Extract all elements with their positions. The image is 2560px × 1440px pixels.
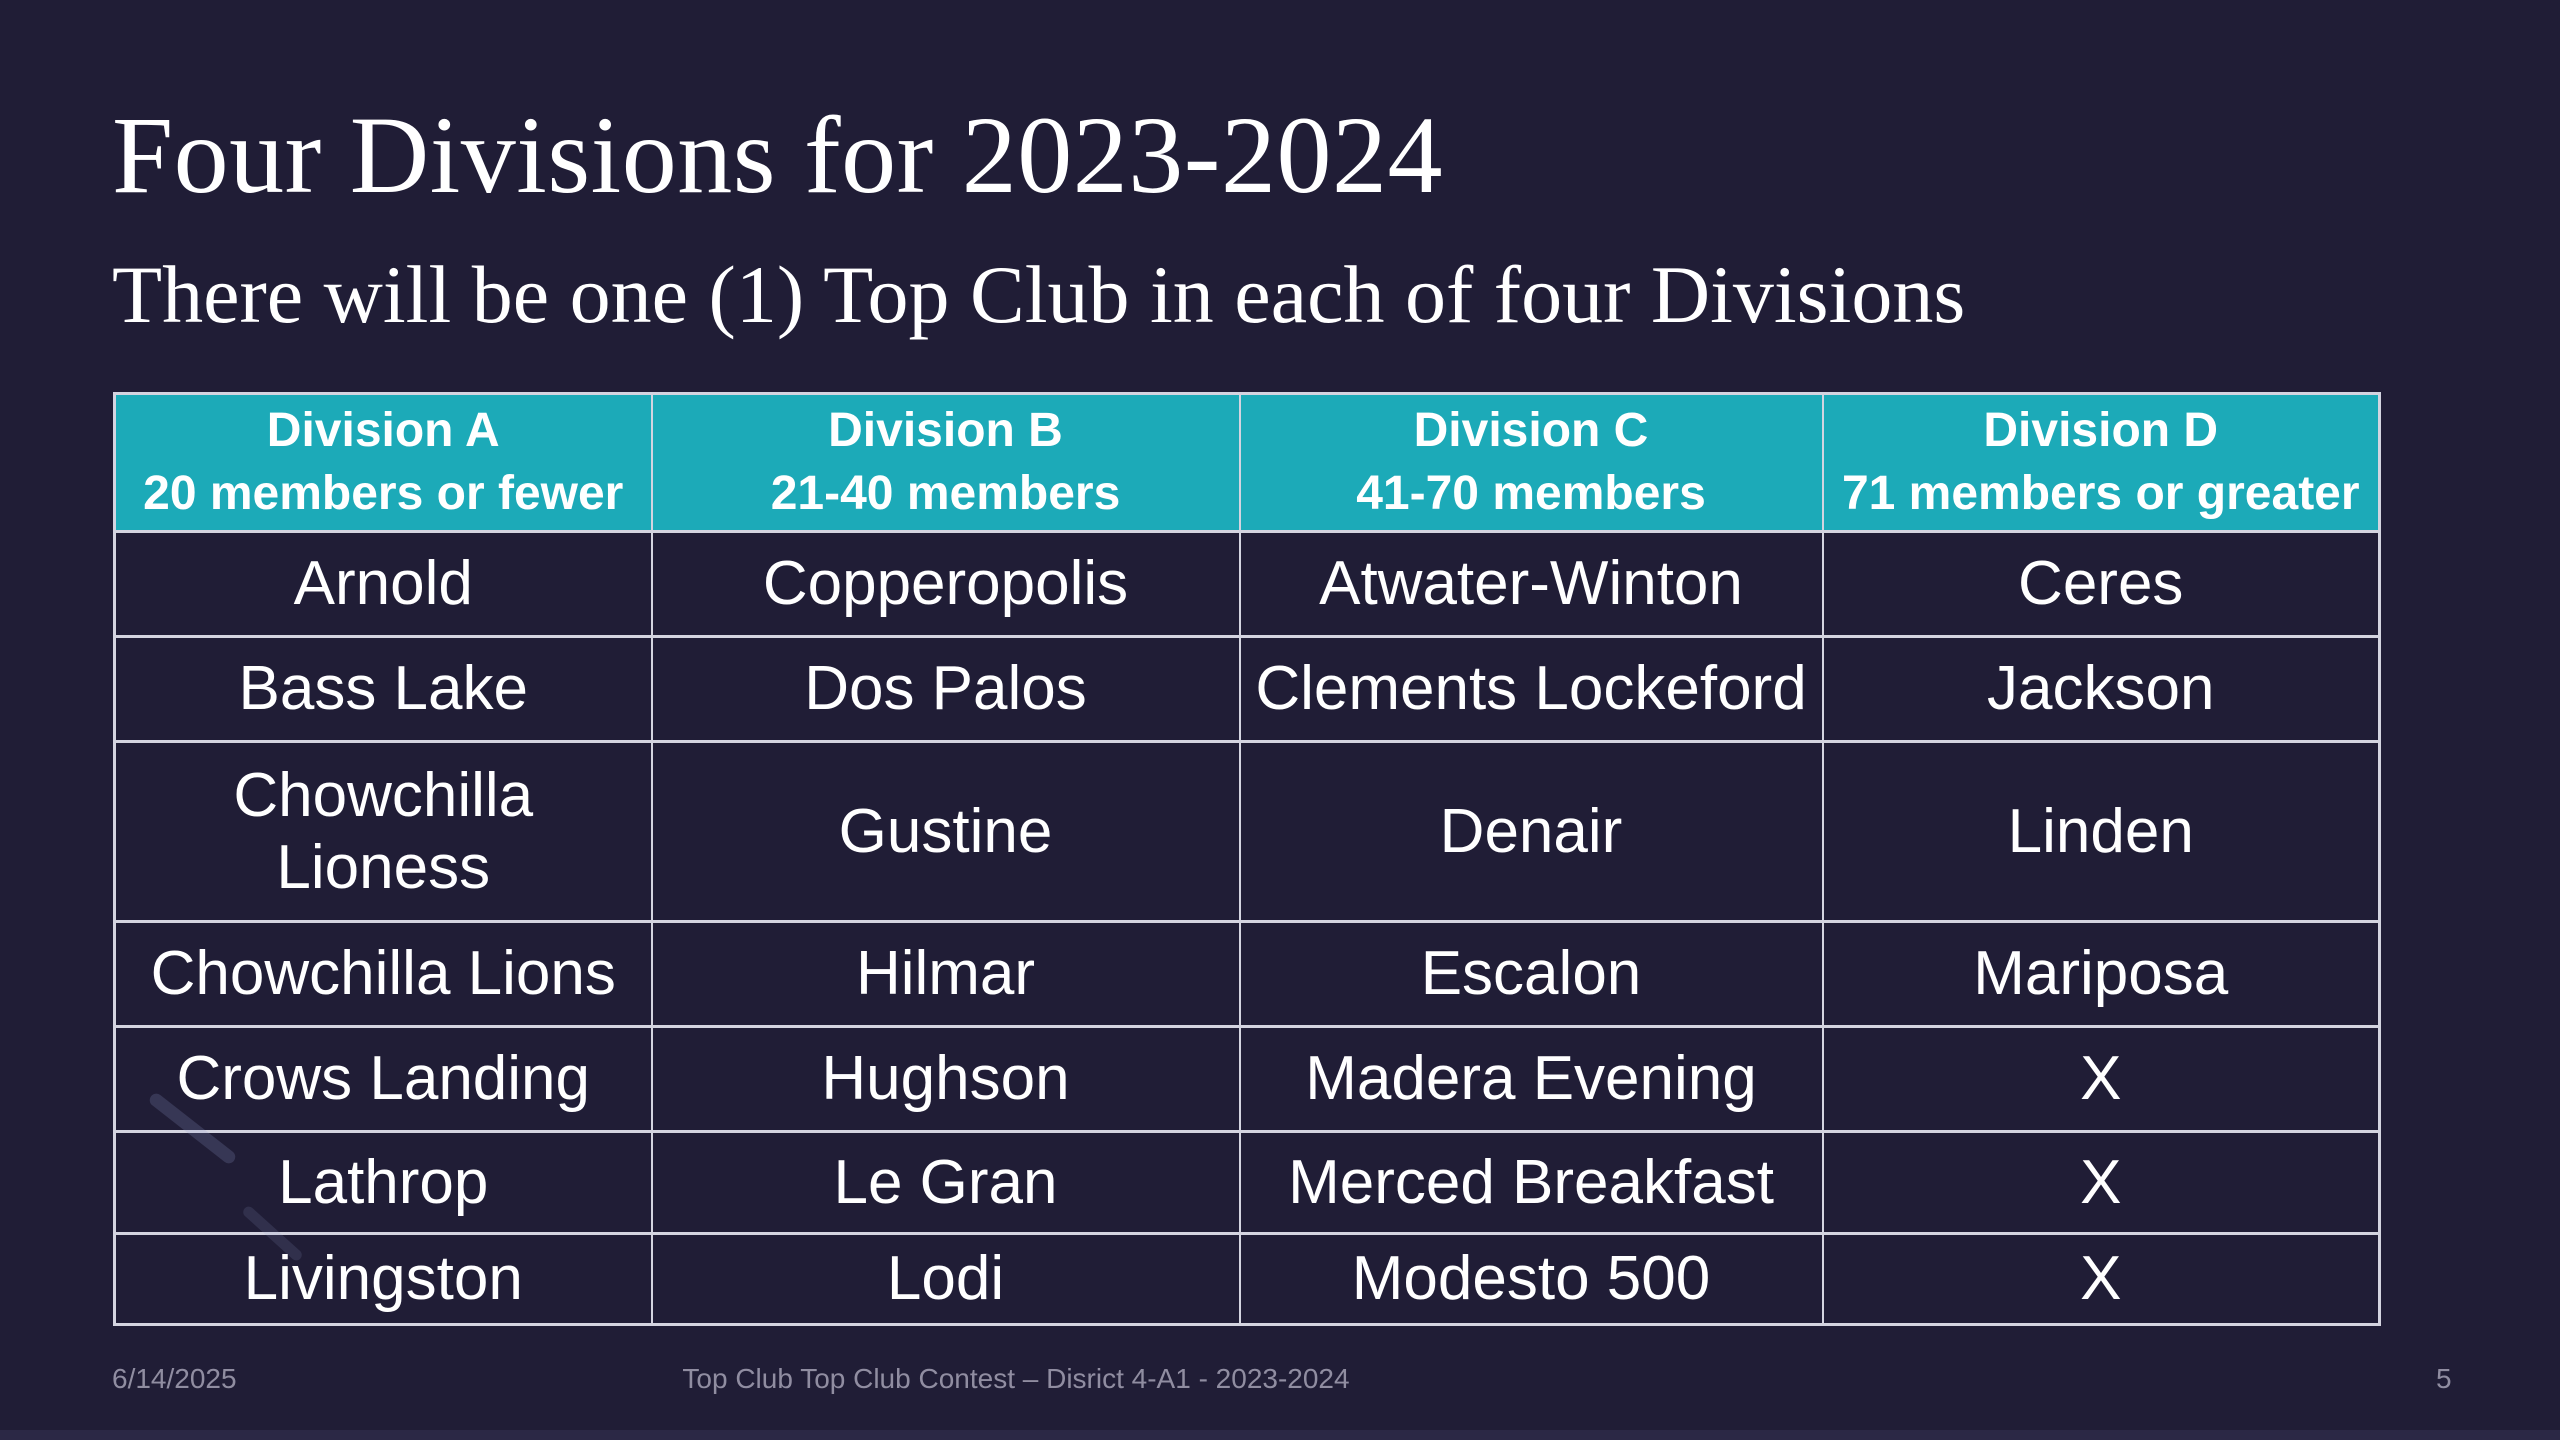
table-row: Chowchilla Lions Hilmar Escalon Mariposa [113, 920, 2381, 1028]
division-name: Division C [1413, 404, 1649, 458]
table-row: Lathrop Le Gran Merced Breakfast X [113, 1130, 2381, 1235]
club-cell: Ceres [1821, 530, 2381, 638]
division-header-d: Division D 71 members or greater [1821, 392, 2381, 533]
club-cell: Hilmar [650, 920, 1241, 1028]
division-member-range: 21-40 members [770, 466, 1121, 520]
club-cell: Linden [1821, 740, 2381, 923]
club-cell: Clements Lockeford [1238, 635, 1824, 743]
divisions-table: Division A 20 members or fewer Division B 2… [113, 392, 2381, 1326]
club-cell: Dos Palos [650, 635, 1241, 743]
club-cell: Chowchilla Lions [113, 920, 653, 1028]
division-name: Division A [266, 404, 500, 458]
table-header-row: Division A 20 members or fewer Division B 2… [113, 392, 2381, 533]
club-cell: Gustine [650, 740, 1241, 923]
table-row: Livingston Lodi Modesto 500 X [113, 1232, 2381, 1326]
club-cell: Chowchilla Lioness [113, 740, 653, 923]
club-cell: Bass Lake [113, 635, 653, 743]
division-member-range: 20 members or fewer [143, 466, 624, 520]
club-cell: Mariposa [1821, 920, 2381, 1028]
club-cell: Arnold [113, 530, 653, 638]
bottom-strip [0, 1430, 2560, 1440]
club-cell: X [1821, 1232, 2381, 1326]
club-cell: Hughson [650, 1025, 1241, 1133]
footer-date: 6/14/2025 [112, 1363, 237, 1394]
division-name: Division D [1983, 404, 2219, 458]
slide-subtitle: There will be one (1) Top Club in each o… [112, 249, 1966, 340]
division-header-c: Division C 41-70 members [1238, 392, 1824, 533]
division-name: Division B [828, 404, 1063, 458]
club-cell: X [1821, 1130, 2381, 1235]
club-cell: Lathrop [113, 1130, 653, 1235]
division-header-b: Division B 21-40 members [650, 392, 1241, 533]
club-cell: Modesto 500 [1238, 1232, 1824, 1326]
club-cell: Merced Breakfast [1238, 1130, 1824, 1235]
table-body: Arnold Copperopolis Atwater-Winton Ceres Bas… [113, 530, 2381, 1326]
table-row: Crows Landing Hughson Madera Evening X [113, 1025, 2381, 1133]
division-header-a: Division A 20 members or fewer [113, 392, 653, 533]
club-cell: Livingston [113, 1232, 653, 1326]
footer-title: Top Club Top Club Contest – Disrict 4-A1… [682, 1363, 1350, 1394]
page-number: 5 [2436, 1363, 2452, 1394]
club-cell: Jackson [1821, 635, 2381, 743]
division-member-range: 71 members or greater [1841, 466, 2360, 520]
club-cell: Denair [1238, 740, 1824, 923]
club-cell: Madera Evening [1238, 1025, 1824, 1133]
slide-title: Four Divisions for 2023-2024 [112, 94, 1443, 216]
club-cell: Atwater-Winton [1238, 530, 1824, 638]
club-cell: Copperopolis [650, 530, 1241, 638]
table-row: Chowchilla Lioness Gustine Denair Linden [113, 740, 2381, 923]
club-cell: Lodi [650, 1232, 1241, 1326]
club-cell: Crows Landing [113, 1025, 653, 1133]
table-row: Bass Lake Dos Palos Clements Lockeford Jack… [113, 635, 2381, 743]
club-cell: X [1821, 1025, 2381, 1133]
table-row: Arnold Copperopolis Atwater-Winton Ceres [113, 530, 2381, 638]
club-cell: Escalon [1238, 920, 1824, 1028]
division-member-range: 41-70 members [1356, 466, 1706, 520]
club-cell: Le Gran [650, 1130, 1241, 1235]
